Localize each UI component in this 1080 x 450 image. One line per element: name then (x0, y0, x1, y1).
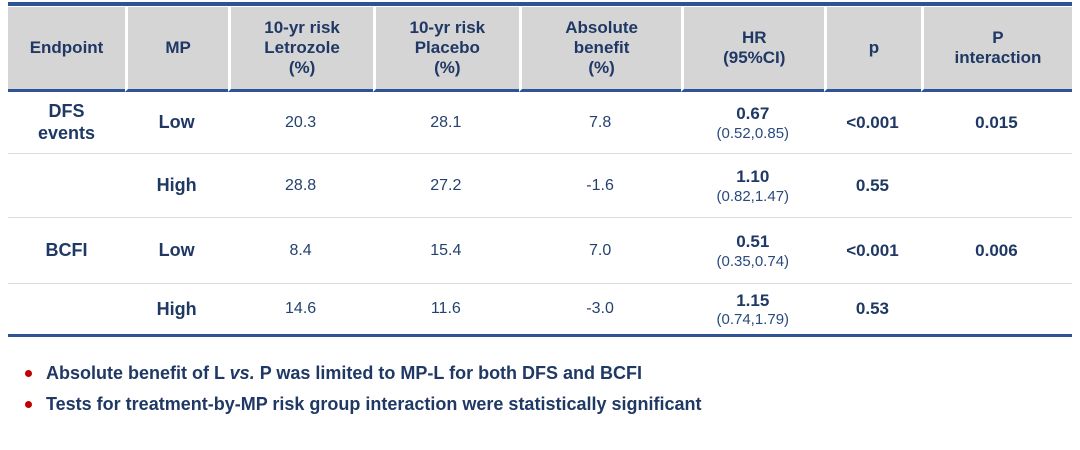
cell-mp: Low (125, 218, 229, 284)
bullet-text-prefix: Tests for treatment-by-MP risk group int… (46, 394, 702, 414)
cell-risk-letrozole: 8.4 (228, 218, 373, 284)
hr-value: 0.67 (736, 104, 770, 124)
col-header-endpoint: Endpoint (8, 6, 126, 92)
cell-p-interaction: 0.015 (920, 92, 1072, 154)
results-table: Endpoint MP 10-yr risk Letrozole (%) 10-… (8, 6, 1072, 337)
col-header-mp: MP (125, 6, 229, 92)
cell-risk-letrozole: 14.6 (228, 284, 373, 337)
cell-risk-letrozole: 20.3 (228, 92, 373, 154)
bullet-item-absolute-benefit: Absolute benefit of L vs. P was limited … (25, 358, 1080, 389)
bullet-icon (25, 370, 32, 377)
hr-value: 1.10 (736, 167, 770, 187)
results-table-wrap: Endpoint MP 10-yr risk Letrozole (%) 10-… (8, 2, 1072, 337)
cell-absolute-benefit: 7.0 (518, 218, 682, 284)
bullet-text: Absolute benefit of L vs. P was limited … (46, 358, 642, 389)
cell-p-value: 0.55 (824, 154, 921, 218)
bullet-text: Tests for treatment-by-MP risk group int… (46, 389, 702, 420)
hr-confidence-interval: (0.82,1.47) (716, 187, 790, 205)
hr-confidence-interval: (0.74,1.79) (716, 311, 790, 328)
cell-absolute-benefit: -1.6 (518, 154, 682, 218)
cell-risk-letrozole: 28.8 (228, 154, 373, 218)
bullet-text-prefix: Absolute benefit of L (46, 363, 230, 383)
cell-p-interaction (920, 154, 1072, 218)
cell-p-interaction (920, 284, 1072, 337)
col-header-hr: HR (95%CI) (681, 6, 825, 92)
cell-endpoint (8, 284, 126, 337)
bullet-text-italic: vs. (229, 363, 255, 383)
cell-p-interaction: 0.006 (920, 218, 1072, 284)
table-row-bcfi-low: BCFI Low 8.4 15.4 7.0 0.51 (0.35,0.74) <… (8, 218, 1072, 284)
table-row-bcfi-high: High 14.6 11.6 -3.0 1.15 (0.74,1.79) 0.5… (8, 284, 1072, 337)
bullet-item-interaction-tests: Tests for treatment-by-MP risk group int… (25, 389, 1080, 420)
col-header-risk-placebo: 10-yr risk Placebo (%) (372, 6, 519, 92)
cell-endpoint (8, 154, 126, 218)
cell-risk-placebo: 15.4 (372, 218, 519, 284)
cell-absolute-benefit: 7.8 (518, 92, 682, 154)
cell-mp: High (125, 284, 229, 337)
table-row-dfs-low: DFS events Low 20.3 28.1 7.8 0.67 (0.52,… (8, 92, 1072, 154)
bullet-list: Absolute benefit of L vs. P was limited … (25, 358, 1080, 420)
table-row-dfs-high: High 28.8 27.2 -1.6 1.10 (0.82,1.47) 0.5… (8, 154, 1072, 218)
bullet-icon (25, 401, 32, 408)
col-header-risk-letrozole: 10-yr risk Letrozole (%) (228, 6, 373, 92)
bullet-text-suffix: P was limited to MP-L for both DFS and B… (254, 363, 643, 383)
cell-endpoint: DFS events (8, 92, 126, 154)
cell-mp: High (125, 154, 229, 218)
hr-value: 0.51 (736, 232, 770, 252)
cell-absolute-benefit: -3.0 (518, 284, 682, 337)
cell-hr: 1.15 (0.74,1.79) (681, 284, 825, 337)
cell-hr: 0.51 (0.35,0.74) (681, 218, 825, 284)
hr-value: 1.15 (736, 290, 770, 310)
cell-risk-placebo: 27.2 (372, 154, 519, 218)
table-header-row: Endpoint MP 10-yr risk Letrozole (%) 10-… (8, 6, 1072, 92)
col-header-p: p (824, 6, 921, 92)
cell-risk-placebo: 28.1 (372, 92, 519, 154)
hr-confidence-interval: (0.52,0.85) (716, 124, 790, 142)
cell-p-value: <0.001 (824, 92, 921, 154)
cell-mp: Low (125, 92, 229, 154)
cell-hr: 1.10 (0.82,1.47) (681, 154, 825, 218)
cell-p-value: 0.53 (824, 284, 921, 337)
col-header-absolute-benefit: Absolute benefit (%) (518, 6, 682, 92)
cell-endpoint: BCFI (8, 218, 126, 284)
cell-p-value: <0.001 (824, 218, 921, 284)
cell-hr: 0.67 (0.52,0.85) (681, 92, 825, 154)
col-header-p-interaction: P interaction (920, 6, 1072, 92)
cell-risk-placebo: 11.6 (372, 284, 519, 337)
hr-confidence-interval: (0.35,0.74) (716, 252, 790, 270)
